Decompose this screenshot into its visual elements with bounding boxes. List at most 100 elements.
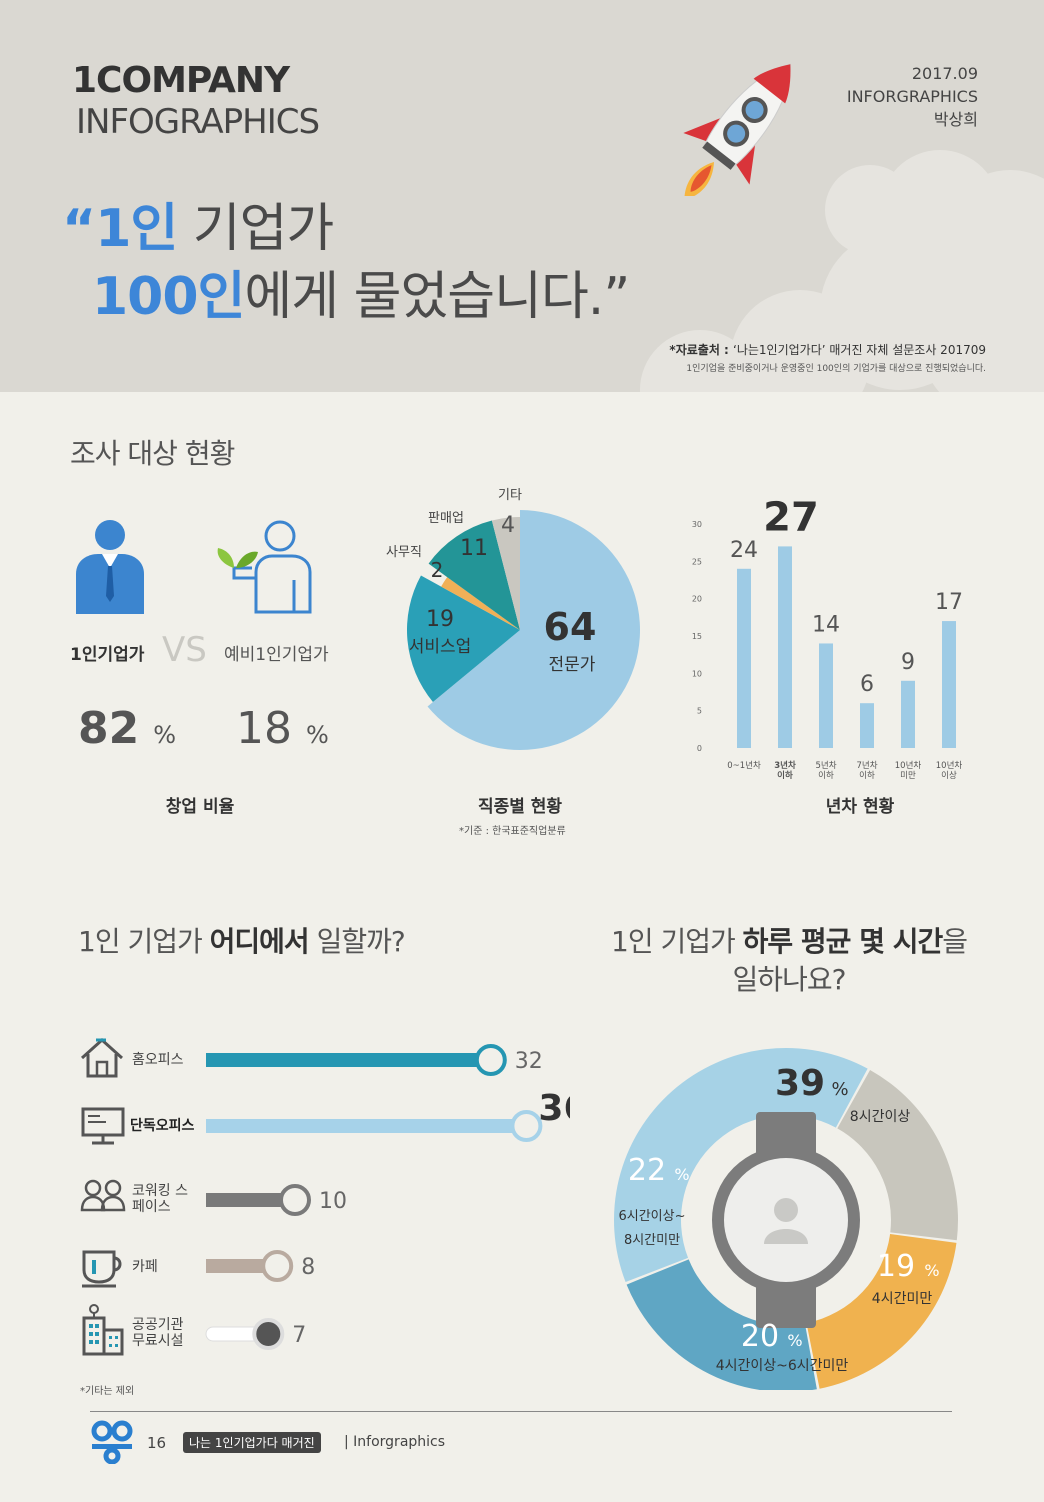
year-bar-1 [778, 546, 792, 748]
year-label-4-1: 미만 [900, 771, 916, 781]
office-desk-icon [81, 1107, 125, 1145]
caption-startup-ratio: 창업 비율 [165, 797, 235, 817]
year-bar-3 [860, 703, 874, 748]
job-criteria-note: *기준 : 한국표준직업분류 [459, 826, 566, 837]
place-bar-1 [206, 1119, 527, 1133]
public-building-icon [82, 1304, 124, 1356]
label-pre-entrepreneur: 예비1인기업가 [224, 645, 329, 665]
pie-label-office: 사무직 [386, 545, 422, 560]
rocket-icon [683, 63, 791, 196]
donut-value-3: 22 [628, 1153, 666, 1188]
donut-label-1: 4시간미만 [872, 1291, 933, 1307]
y-tick-15: 15 [692, 632, 702, 641]
pie-value-other: 4 [501, 513, 515, 538]
coffee-cup-icon [82, 1250, 122, 1288]
donut-label-group-3: 22 % 6시간이상~ 8시간미만 [618, 1153, 689, 1248]
place-value-0: 32 [515, 1049, 543, 1074]
caption-job-type: 직종별 현황 [477, 797, 563, 817]
pie-value-office: 2 [431, 558, 444, 582]
donut-unit-2: % [787, 1331, 802, 1350]
pie-label-expert: 전문가 [549, 655, 596, 675]
place-label-public: 공공기관 무료시설 [132, 1317, 184, 1349]
others-excluded-note: *기타는 제외 [80, 1386, 135, 1397]
pie-value-expert: 64 [544, 605, 597, 649]
place-value-1: 36 [538, 1088, 570, 1129]
year-label-5-0: 10년차 [936, 760, 963, 771]
year-bar-5 [942, 621, 956, 748]
headline-line2: 100인에게 물었습니다.” [92, 267, 630, 327]
donut-label-2: 4시간이상~6시간미만 [716, 1358, 849, 1374]
header-banner: 1COMPANY INFOGRAPHICS “1인 기업가 100인에게 물었습… [0, 0, 1044, 392]
place-bar-3 [206, 1259, 278, 1273]
coworking-people-icon [80, 1179, 126, 1212]
place-bar-knob-3 [261, 1250, 294, 1282]
vs-label: VS [162, 630, 207, 670]
brand-title: 1COMPANY [72, 60, 290, 101]
pie-slice-0 [427, 510, 640, 750]
year-value-4: 9 [901, 650, 915, 675]
donut-slice-3 [626, 1259, 817, 1390]
donut-unit-0: % [831, 1079, 848, 1100]
magazine-logo [91, 1420, 133, 1464]
issue-label: INFORGRAPHICS [846, 87, 978, 106]
pie-slice-4 [491, 517, 520, 630]
smoke-cloud [640, 150, 1044, 392]
year-label-4-0: 10년차 [895, 760, 922, 771]
year-label-3-1: 이하 [859, 770, 875, 781]
pie-slice-2 [441, 577, 520, 630]
workplace-bar-chart: 32 36 10 8 7 [205, 1044, 570, 1350]
place-bar-knob-4 [252, 1318, 285, 1350]
section-title-survey: 조사 대상 현황 [70, 437, 235, 470]
donut-label-3a: 6시간이상~ [618, 1209, 685, 1224]
donut-label-group-1: 19 % 4시간미만 [872, 1249, 940, 1307]
job-pie-chart: 64 전문가 19 서비스업 2 사무직 11 판매업 4 기타 [386, 488, 640, 750]
year-label-2-0: 5년차 [815, 760, 836, 771]
donut-value-1: 19 [877, 1249, 915, 1284]
section-title-hours: 1인 기업가 하루 평균 몇 시간을 [611, 925, 968, 958]
y-tick-25: 25 [692, 557, 702, 566]
donut-label-0: 8시간이상 [850, 1109, 911, 1125]
author-name: 박상희 [933, 110, 978, 129]
place-value-3: 8 [301, 1255, 315, 1280]
year-label-3-0: 7년차 [856, 760, 877, 771]
year-label-1-1: 이하 [777, 770, 793, 781]
issue-info: 2017.09 INFORGRAPHICS 박상희 [847, 62, 978, 131]
source-note: *자료출처 : ‘나는1인기업가다’ 매거진 자체 설문조사 201709 [669, 343, 986, 357]
brand-subtitle: INFOGRAPHICS [76, 102, 320, 142]
pie-label-sales: 판매업 [428, 511, 464, 526]
magazine-badge: 나는 1인기업가다 매거진 [183, 1432, 321, 1453]
place-bar-0 [206, 1053, 491, 1067]
pie-label-service: 서비스업 [409, 637, 472, 657]
place-label-home: 홈오피스 [132, 1052, 184, 1068]
y-tick-20: 20 [692, 595, 702, 604]
y-tick-10: 10 [692, 669, 702, 678]
pie-label-other: 기타 [498, 488, 522, 503]
place-value-4: 7 [292, 1323, 306, 1348]
watch-person-head [774, 1198, 798, 1222]
year-value-1: 27 [763, 494, 819, 540]
year-bar-4 [901, 680, 915, 748]
year-bar-0 [737, 568, 751, 748]
place-bar-knob-0 [474, 1044, 507, 1076]
watch-person-body [764, 1229, 808, 1244]
y-tick-0: 0 [697, 744, 702, 753]
footer-divider [90, 1411, 952, 1412]
donut-slice-1 [837, 1069, 958, 1241]
year-label-2-1: 이하 [818, 770, 834, 781]
y-tick-5: 5 [697, 707, 702, 716]
ceo-person-icon [76, 520, 144, 614]
year-bar-2 [819, 643, 833, 748]
section-title-workplace: 1인 기업가 어디에서 일할까? [78, 925, 406, 958]
donut-value-2: 20 [741, 1319, 779, 1354]
place-bar-2 [206, 1193, 295, 1207]
pct-solo: 82 % [78, 703, 177, 754]
donut-unit-1: % [924, 1261, 939, 1280]
year-value-0: 24 [730, 538, 758, 563]
year-value-3: 6 [860, 672, 874, 697]
donut-slice-0 [614, 1048, 868, 1283]
place-bar-knob-1 [510, 1110, 543, 1142]
pre-entrepreneur-icon [217, 520, 312, 614]
section-title-hours-line2: 일하나요? [732, 963, 847, 996]
